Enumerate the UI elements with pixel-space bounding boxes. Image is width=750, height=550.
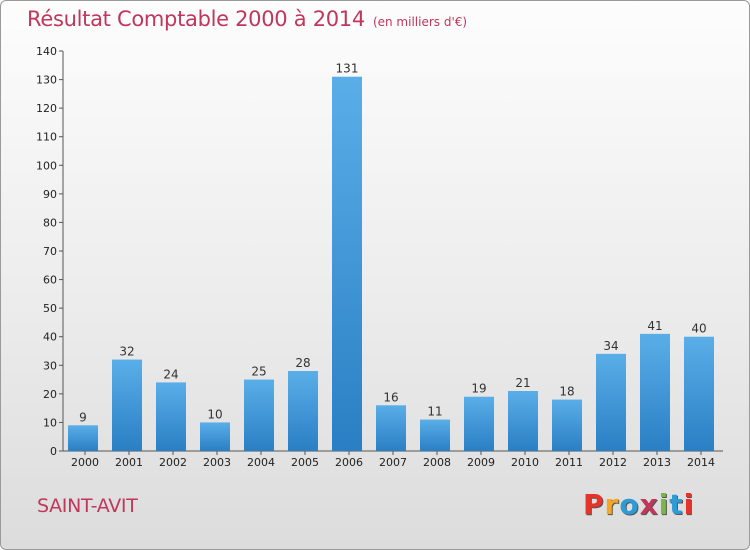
bar-2007 [376,405,406,451]
chart-title-text: Résultat Comptable 2000 à 2014 [27,7,365,31]
bar-2012 [596,353,626,451]
data-label-2001: 32 [119,345,134,359]
chart-subtitle: (en milliers d'€) [372,15,468,29]
y-tick-label: 90 [43,188,57,201]
y-tick-label: 60 [43,274,57,287]
bar-2008 [420,419,450,451]
x-tick-label-2011: 2011 [555,456,583,469]
x-tick-label-2003: 2003 [203,456,231,469]
x-tick-label-2000: 2000 [71,456,99,469]
bar-2001 [112,359,142,451]
y-tick-label: 100 [36,159,57,172]
data-label-2014: 40 [691,322,706,336]
data-label-2013: 41 [647,319,662,333]
x-tick-label-2013: 2013 [643,456,671,469]
data-label-2009: 19 [471,382,486,396]
bar-2009 [464,396,494,451]
y-tick-label: 40 [43,331,57,344]
logo-letter: P [583,488,605,521]
logo-letter: x [639,488,659,521]
logo-letter: r [604,488,620,521]
bar-2002 [156,382,186,451]
y-tick-label: 0 [50,445,57,458]
x-tick-label-2009: 2009 [467,456,495,469]
chart-axes: 0 10 20 30 40 50 60 70 80 90 100 110 120 130 140 2000 20… [36,45,723,469]
y-tick-label: 20 [43,388,57,401]
x-tick-label-2014: 2014 [687,456,715,469]
bar-2003 [200,422,230,451]
y-tick-label: 50 [43,302,57,315]
data-label-2002: 24 [163,367,178,381]
y-tick-label: 80 [43,216,57,229]
bar-2010 [508,391,538,451]
x-tick-label-2010: 2010 [511,456,539,469]
x-tick-label-2001: 2001 [115,456,143,469]
chart-bars [68,76,714,451]
y-tick-label: 110 [36,131,57,144]
x-tick-label-2006: 2006 [335,456,363,469]
y-tick-label: 130 [36,74,57,87]
bar-2013 [640,333,670,451]
bar-2014 [684,336,714,451]
x-tick-label-2004: 2004 [247,456,275,469]
logo-letter: o [619,488,640,521]
data-label-2004: 25 [251,365,266,379]
bar-2006 [332,76,362,451]
x-tick-label-2005: 2005 [291,456,319,469]
y-tick-label: 120 [36,102,57,115]
bar-2005 [288,371,318,451]
data-label-2006: 131 [336,62,359,76]
data-label-2010: 21 [515,376,530,390]
data-label-2005: 28 [295,356,310,370]
x-tick-label-2012: 2012 [599,456,627,469]
x-tick-label-2007: 2007 [379,456,407,469]
y-tick-label: 30 [43,359,57,372]
bar-2004 [244,379,274,451]
data-label-2011: 18 [559,385,574,399]
data-label-2003: 10 [207,407,222,421]
chart-title: Résultat Comptable 2000 à 2014 (en millie… [27,7,467,31]
data-label-2008: 11 [427,405,442,419]
logo-letter: i [683,488,695,521]
chart-data-labels: 9 32 24 10 25 28 131 16 11 19 21 18 34 41 40 [79,62,706,425]
data-label-2012: 34 [603,339,618,353]
bar-2000 [68,425,98,451]
x-tick-label-2002: 2002 [159,456,187,469]
y-tick-label: 70 [43,245,57,258]
logo-letter: t [669,488,684,521]
logo-letter: i [658,488,670,521]
bar-2011 [552,399,582,451]
data-label-2007: 16 [383,390,398,404]
proxiti-logo: Proxiti [583,488,694,521]
x-tick-label-2008: 2008 [423,456,451,469]
y-tick-label: 140 [36,45,57,58]
data-label-2000: 9 [79,410,87,424]
y-tick-label: 10 [43,416,57,429]
commune-name: SAINT-AVIT [37,495,138,517]
